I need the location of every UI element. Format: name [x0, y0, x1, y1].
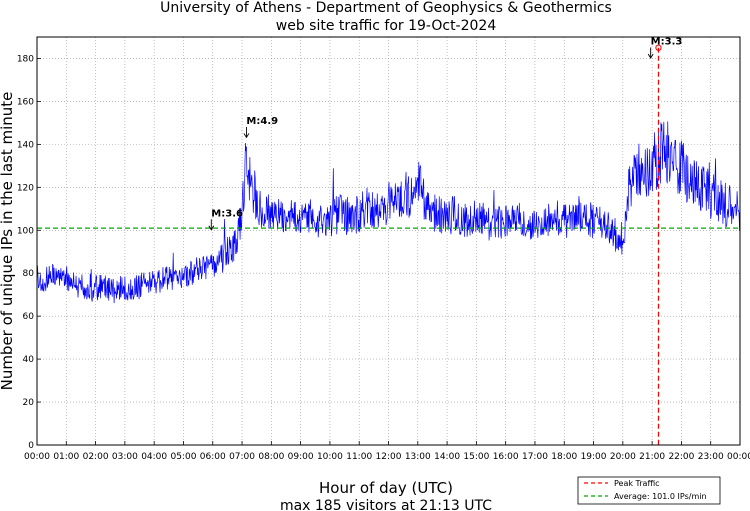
x-tick-label: 13:00 [405, 452, 431, 462]
legend-label-peak: Peak Traffic [614, 479, 660, 488]
x-tick-label: 23:00 [698, 452, 724, 462]
y-tick-label: 80 [23, 269, 35, 279]
chart-subtitle: web site traffic for 19-Oct-2024 [276, 18, 497, 34]
y-tick-label: 60 [23, 312, 35, 322]
x-tick-label: 01:00 [53, 452, 79, 462]
x-tick-label: 05:00 [170, 452, 196, 462]
annotation-arrow-head [647, 53, 654, 59]
x-tick-label: 10:00 [317, 452, 343, 462]
annotation-arrow-head [243, 133, 250, 139]
y-axis-label: Number of unique IPs in the last minute [0, 92, 16, 391]
axis-ticks: 00:00 01:00 02:00 03:00 04:00 05:00 06:00 07:00… [17, 54, 750, 462]
y-tick-label: 100 [17, 226, 34, 236]
legend-box [577, 476, 721, 505]
x-tick-label: 07:00 [229, 452, 255, 462]
x-tick-label: 12:00 [376, 452, 402, 462]
x-tick-label: 16:00 [493, 452, 519, 462]
x-tick-label: 22:00 [668, 452, 694, 462]
annotation-arrow-head [208, 225, 215, 231]
y-tick-label: 20 [23, 398, 35, 408]
annotation-label: M:4.9 [246, 116, 278, 127]
data-layer [36, 44, 741, 445]
x-tick-label: 14:00 [434, 452, 460, 462]
peak-marker [655, 44, 662, 51]
annotation-label: M:3.6 [211, 208, 243, 219]
x-tick-label: 00:00 [727, 452, 750, 462]
y-tick-label: 140 [17, 140, 34, 150]
x-tick-label: 15:00 [463, 452, 489, 462]
legend: Peak Traffic Average: 101.0 IPs/min [577, 476, 721, 505]
x-tick-label: 20:00 [610, 452, 636, 462]
x-tick-label: 09:00 [288, 452, 314, 462]
x-tick-label: 03:00 [112, 452, 138, 462]
annotations: M:3.6 M:4.9 M:3.3 [208, 36, 683, 231]
y-tick-label: 160 [17, 97, 34, 107]
y-tick-label: 180 [17, 54, 34, 64]
y-tick-label: 120 [17, 183, 34, 193]
x-tick-label: 08:00 [258, 452, 284, 462]
x-axis-label: Hour of day (UTC) [319, 479, 453, 497]
chart-title: University of Athens - Department of Geo… [160, 0, 612, 16]
x-tick-label: 06:00 [200, 452, 226, 462]
x-tick-label: 04:00 [141, 452, 167, 462]
legend-label-average: Average: 101.0 IPs/min [614, 492, 707, 501]
chart-caption: max 185 visitors at 21:13 UTC [280, 498, 492, 511]
x-tick-label: 21:00 [639, 452, 665, 462]
grid [37, 37, 740, 445]
y-tick-label: 0 [28, 441, 34, 451]
x-tick-label: 19:00 [581, 452, 607, 462]
chart-titles: University of Athens - Department of Geo… [160, 0, 612, 34]
annotation-label: M:3.3 [651, 36, 683, 47]
x-tick-label: 02:00 [83, 452, 109, 462]
x-tick-label: 11:00 [346, 452, 372, 462]
traffic-line [36, 121, 741, 304]
x-tick-label: 17:00 [522, 452, 548, 462]
x-tick-label: 00:00 [24, 452, 50, 462]
x-tick-label: 18:00 [551, 452, 577, 462]
y-tick-label: 40 [23, 355, 35, 365]
